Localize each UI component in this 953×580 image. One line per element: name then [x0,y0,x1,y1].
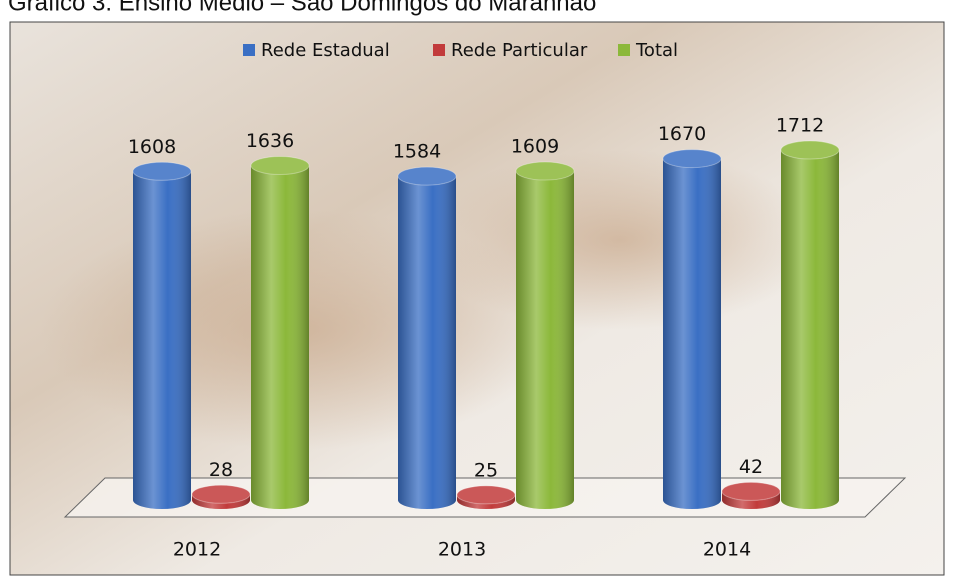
value-label: 1712 [776,115,824,137]
plot: 2012 1608 28 1636 2013 1584 25 1609 2014 1670 42 17… [128,115,840,561]
legend-label: Rede Particular [451,40,588,61]
bar-shading [781,150,839,509]
bar-top [397,166,457,186]
bar-top [780,140,840,160]
value-label: 1608 [128,136,176,158]
legend-swatch [433,44,445,56]
bar-shading [251,165,309,509]
bar-top [250,156,310,176]
bar-shading [663,158,721,510]
bar-top-highlight [722,482,780,501]
bar-top-highlight [192,485,250,504]
bar-top-highlight [133,162,191,181]
value-label: 1670 [658,123,706,145]
value-label: 28 [209,459,233,481]
legend: Rede Estadual Rede Particular Total [243,40,678,61]
bar-shading [457,494,515,509]
x-tick-label: 2013 [438,539,486,561]
value-label: 42 [739,456,763,478]
value-label: 25 [474,459,498,481]
legend-swatch [243,44,255,56]
bar-top [662,149,722,169]
bar-top [132,161,192,181]
bar-top-highlight [457,485,515,504]
bar-top-highlight [251,156,309,175]
legend-label: Rede Estadual [261,40,390,61]
background-blur [420,150,820,330]
x-tick-label: 2012 [173,539,221,561]
bar-shading [192,494,250,509]
bar-top-highlight [663,149,721,168]
bar-shading [516,171,574,509]
value-label: 1584 [393,141,441,163]
bar-shading [133,171,191,509]
legend-label: Total [635,40,678,61]
bar-top [721,481,781,501]
bar-top [191,484,251,504]
bar-top [515,161,575,181]
value-label: 1636 [246,130,294,152]
chart-title: Gráfico 3: Ensino Médio – São Domingos d… [8,0,596,16]
bar-top-highlight [781,141,839,159]
bar-top-highlight [398,167,456,186]
value-label: 1609 [511,136,559,158]
bar-top [456,485,516,505]
bar-shading [398,176,456,510]
bar-shading [722,491,780,509]
x-tick-label: 2014 [703,539,751,561]
legend-swatch [618,44,630,56]
bar-top-highlight [516,162,574,181]
